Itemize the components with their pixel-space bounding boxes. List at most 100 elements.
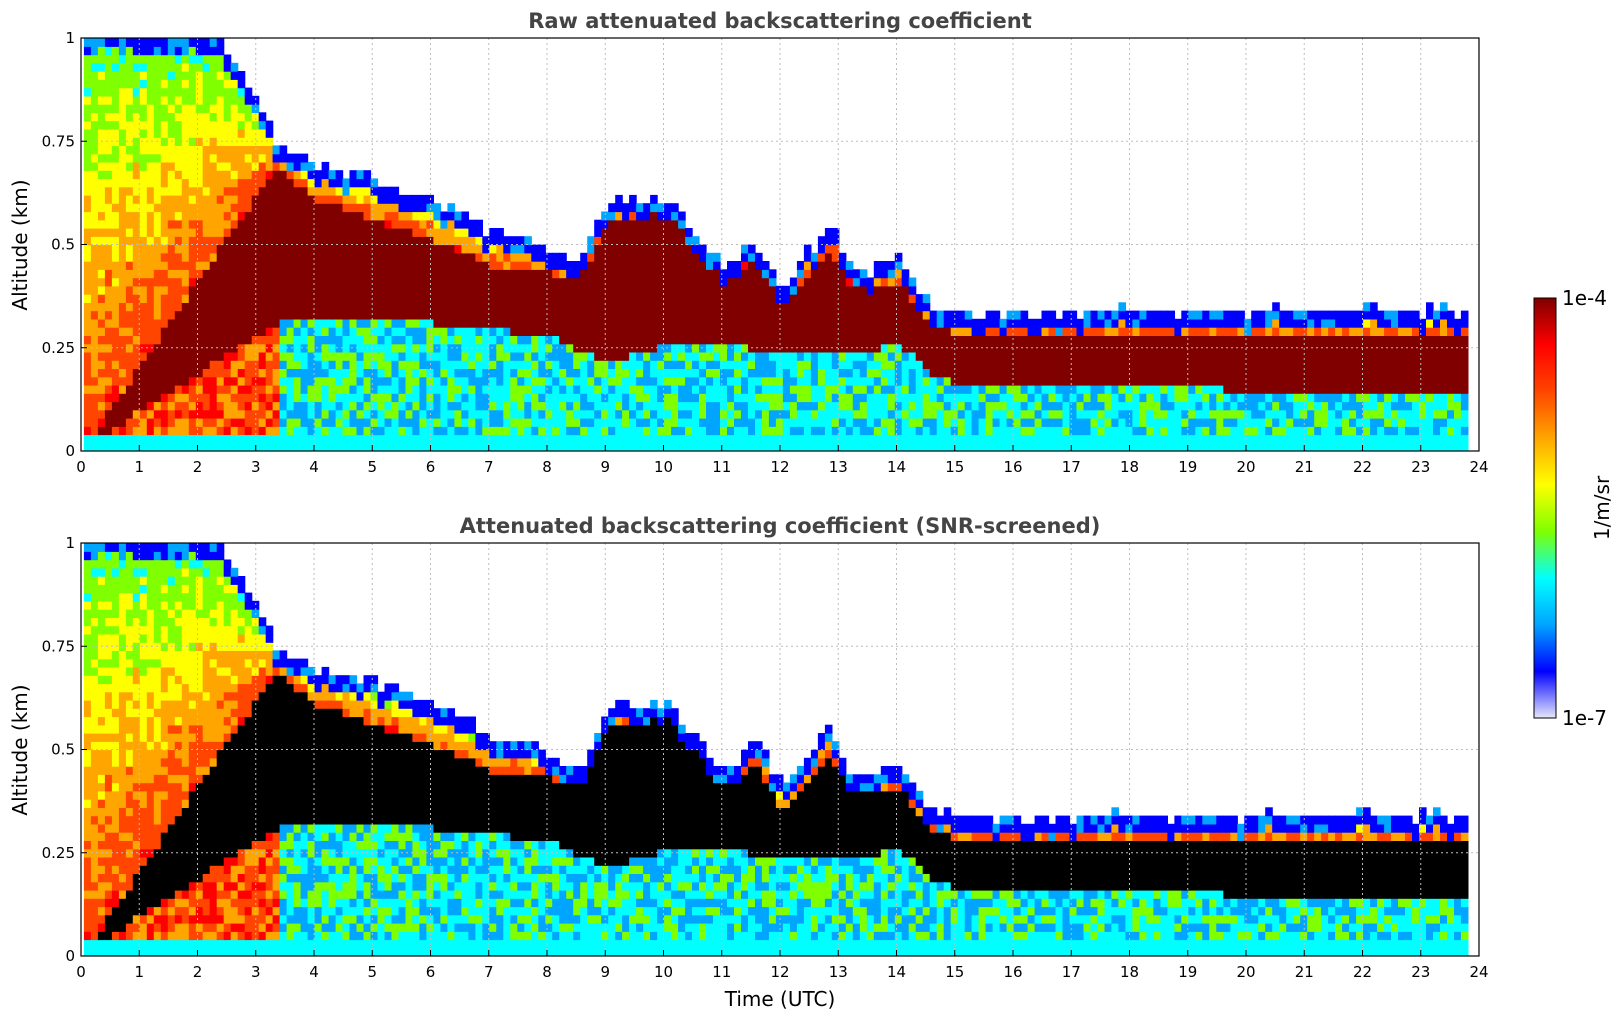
heatmap-cell	[412, 285, 420, 295]
heatmap-cell	[608, 318, 616, 328]
heatmap-cell	[566, 343, 574, 353]
heatmap-cell	[650, 418, 658, 427]
heatmap-cell	[622, 384, 630, 394]
heatmap-cell	[118, 261, 127, 270]
heatmap-cell	[104, 38, 113, 47]
heatmap-cell	[272, 310, 281, 320]
heatmap-cell	[440, 351, 448, 361]
heatmap-cell	[335, 442, 344, 451]
heatmap-cell	[957, 327, 966, 336]
heatmap-cell	[307, 401, 316, 411]
heatmap-cell	[153, 294, 162, 303]
heatmap-cell	[748, 360, 756, 369]
heatmap-cell	[1083, 327, 1092, 336]
heatmap-cell	[761, 269, 770, 279]
heatmap-cell	[782, 418, 791, 427]
heatmap-cell	[796, 294, 805, 303]
heatmap-cell	[384, 351, 393, 361]
heatmap-cell	[244, 120, 253, 130]
heatmap-cell	[692, 351, 700, 361]
heatmap-cell	[1076, 401, 1085, 411]
heatmap-cell	[405, 426, 414, 436]
heatmap-cell	[559, 442, 567, 451]
heatmap-cell	[1342, 310, 1350, 320]
heatmap-cell	[650, 211, 658, 221]
heatmap-cell	[552, 302, 560, 312]
heatmap-cell	[657, 277, 665, 287]
heatmap-cell	[1188, 360, 1196, 369]
heatmap-cell	[964, 360, 973, 369]
heatmap-cell	[132, 95, 141, 105]
heatmap-cell	[643, 384, 651, 394]
heatmap-cell	[398, 211, 407, 221]
heatmap-cell	[678, 409, 686, 419]
heatmap-cell	[873, 277, 882, 287]
heatmap-cell	[97, 186, 106, 196]
heatmap-cell	[964, 335, 973, 345]
heatmap-cell	[1237, 360, 1245, 369]
heatmap-cell	[650, 228, 658, 237]
heatmap-cell	[789, 294, 798, 303]
heatmap-cell	[706, 426, 714, 436]
heatmap-cell	[181, 38, 190, 47]
heatmap-cell	[810, 343, 819, 353]
heatmap-cell	[405, 285, 414, 295]
heatmap-cell	[706, 277, 714, 287]
heatmap-cell	[237, 112, 246, 122]
heatmap-cell	[153, 186, 162, 196]
heatmap-cell	[349, 252, 358, 262]
heatmap-cell	[741, 384, 749, 394]
heatmap-cell	[671, 418, 679, 427]
heatmap-cell	[216, 409, 225, 419]
heatmap-cell	[1104, 351, 1113, 361]
heatmap-cell	[810, 442, 819, 451]
heatmap-cell	[741, 335, 749, 345]
heatmap-cell	[845, 310, 854, 320]
heatmap-cell	[125, 137, 134, 146]
heatmap-cell	[216, 434, 225, 444]
heatmap-cell	[545, 302, 553, 312]
heatmap-cell	[349, 269, 358, 279]
heatmap-cell	[901, 310, 910, 320]
heatmap-cell	[692, 318, 700, 328]
heatmap-cell	[761, 434, 770, 444]
heatmap-cell	[139, 211, 148, 221]
heatmap-cell	[335, 310, 344, 320]
heatmap-cell	[880, 285, 889, 295]
heatmap-cell	[167, 434, 176, 444]
heatmap-cell	[482, 335, 490, 345]
heatmap-cell	[1265, 418, 1273, 427]
heatmap-cell	[559, 252, 567, 262]
heatmap-cell	[251, 401, 260, 411]
heatmap-cell	[789, 277, 798, 287]
heatmap-cell	[181, 228, 190, 237]
heatmap-cell	[321, 186, 330, 196]
heatmap-cell	[195, 104, 204, 113]
heatmap-cell	[929, 318, 938, 328]
heatmap-cell	[1216, 343, 1224, 353]
heatmap-cell	[692, 343, 700, 353]
heatmap-cell	[992, 393, 1001, 403]
heatmap-cell	[195, 384, 204, 394]
heatmap-cell	[167, 120, 176, 130]
heatmap-cell	[545, 376, 553, 386]
heatmap-cell	[139, 194, 148, 204]
heatmap-cell	[111, 194, 120, 204]
heatmap-cell	[489, 318, 497, 328]
heatmap-cell	[83, 360, 92, 369]
heatmap-cell	[377, 434, 386, 444]
heatmap-cell	[1314, 318, 1322, 328]
heatmap-cell	[447, 426, 455, 436]
heatmap-cell	[601, 368, 609, 378]
heatmap-cell	[412, 401, 420, 411]
heatmap-cell	[1139, 393, 1147, 403]
heatmap-cell	[335, 384, 344, 394]
heatmap-cell	[580, 335, 588, 345]
heatmap-cell	[761, 294, 770, 303]
heatmap-cell	[517, 384, 525, 394]
heatmap-cell	[1006, 343, 1015, 353]
heatmap-cell	[335, 236, 344, 246]
heatmap-cell	[216, 261, 225, 270]
heatmap-cell	[139, 409, 148, 419]
heatmap-cell	[1370, 376, 1378, 386]
